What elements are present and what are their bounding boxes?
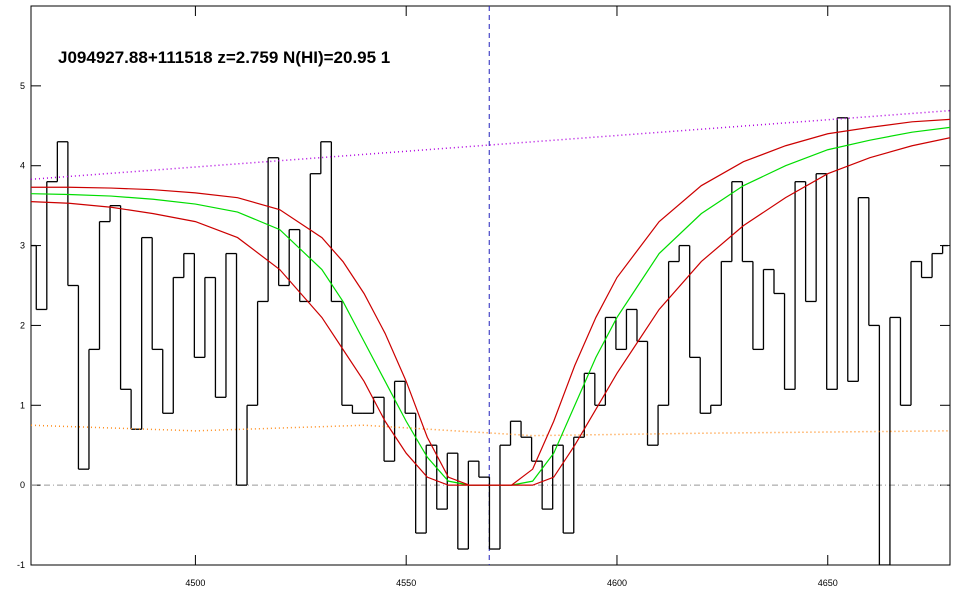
- y-tick-label: 5: [20, 81, 25, 91]
- dotted-curve: [31, 424, 950, 437]
- x-tick-label: 4550: [396, 578, 416, 588]
- y-tick-label: 2: [20, 320, 25, 330]
- flux-connector: [35, 117, 944, 565]
- model-curve: [31, 137, 950, 486]
- x-tick-label: 4500: [185, 578, 205, 588]
- x-tick-label: 4650: [818, 578, 838, 588]
- y-tick-label: 1: [20, 400, 25, 410]
- model-curve: [31, 118, 950, 486]
- x-tick-label: 4600: [607, 578, 627, 588]
- model-curve: [31, 126, 950, 486]
- y-tick-label: -1: [17, 560, 25, 570]
- y-tick-label: 4: [20, 161, 25, 171]
- plot-frame: [30, 5, 951, 566]
- y-tick-label: 3: [20, 241, 25, 251]
- dotted-curve: [31, 109, 950, 181]
- chart-title: J094927.88+111518 z=2.759 N(HI)=20.95 1: [58, 48, 390, 67]
- y-tick-label: 0: [20, 480, 25, 490]
